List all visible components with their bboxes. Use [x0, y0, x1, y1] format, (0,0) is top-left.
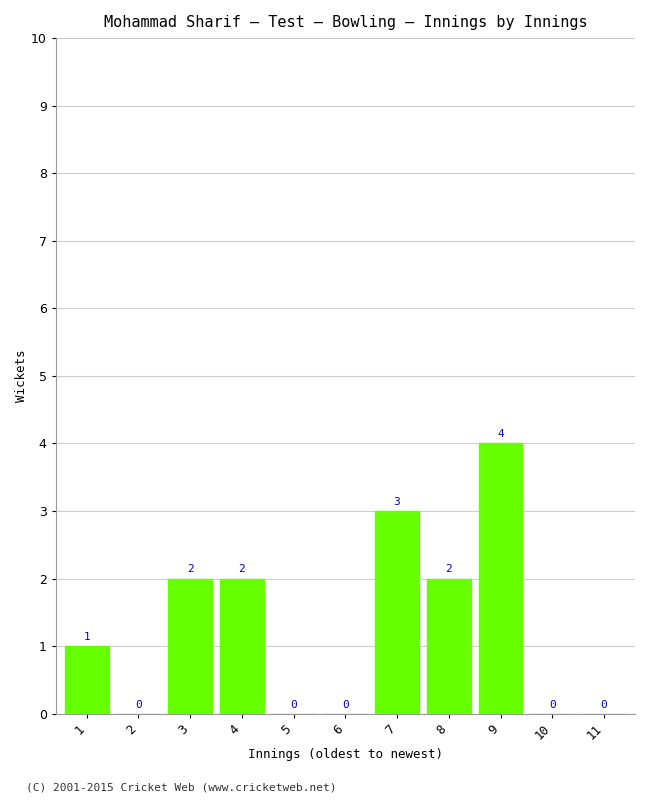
Text: 2: 2 — [445, 565, 452, 574]
Text: 3: 3 — [394, 497, 400, 507]
Bar — [220, 578, 264, 714]
Title: Mohammad Sharif – Test – Bowling – Innings by Innings: Mohammad Sharif – Test – Bowling – Innin… — [103, 15, 587, 30]
Text: 0: 0 — [135, 699, 142, 710]
Bar — [478, 443, 523, 714]
X-axis label: Innings (oldest to newest): Innings (oldest to newest) — [248, 748, 443, 761]
Bar — [375, 511, 419, 714]
Text: 4: 4 — [497, 430, 504, 439]
Text: 2: 2 — [239, 565, 245, 574]
Text: 0: 0 — [601, 699, 607, 710]
Bar — [168, 578, 212, 714]
Bar — [65, 646, 109, 714]
Text: 0: 0 — [291, 699, 297, 710]
Bar — [427, 578, 471, 714]
Y-axis label: Wickets: Wickets — [15, 350, 28, 402]
Text: (C) 2001-2015 Cricket Web (www.cricketweb.net): (C) 2001-2015 Cricket Web (www.cricketwe… — [26, 782, 337, 792]
Text: 0: 0 — [342, 699, 348, 710]
Text: 0: 0 — [549, 699, 556, 710]
Text: 2: 2 — [187, 565, 194, 574]
Text: 1: 1 — [83, 632, 90, 642]
